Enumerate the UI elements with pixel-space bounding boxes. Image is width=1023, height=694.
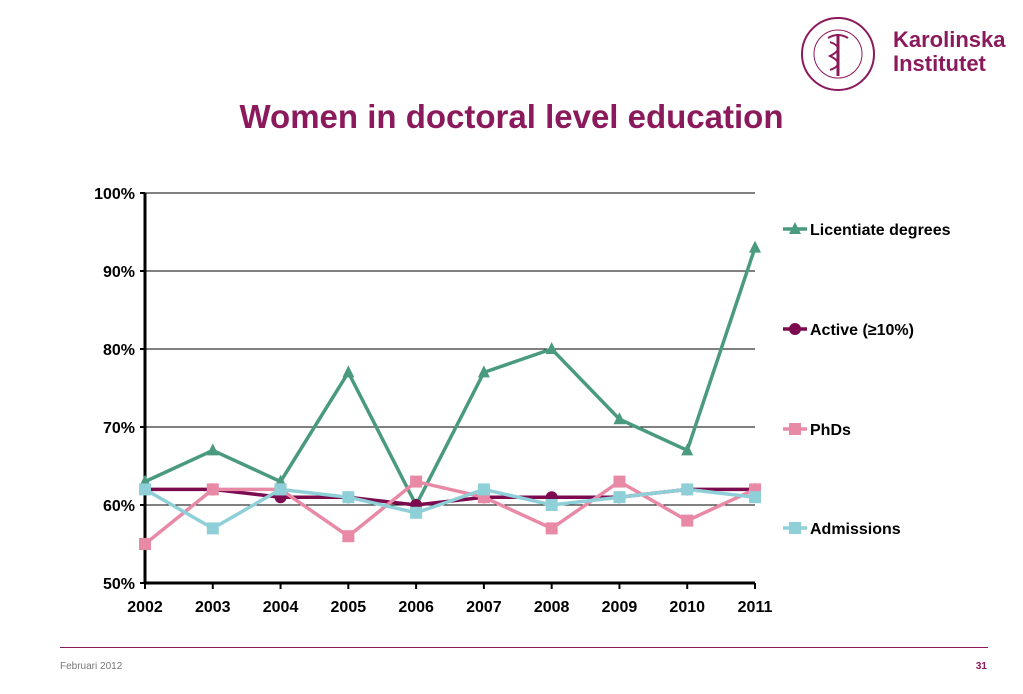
logo-wordmark: Karolinska Institutet <box>893 28 1006 76</box>
data-point <box>545 522 558 535</box>
data-point <box>681 514 694 527</box>
data-point <box>274 483 287 496</box>
legend-label: Active (≥10%) <box>810 322 914 339</box>
x-tick-label: 2009 <box>602 599 638 616</box>
x-tick-label: 2006 <box>398 599 434 616</box>
karolinska-seal-logo <box>801 17 875 91</box>
y-tick-label: 60% <box>103 498 135 515</box>
logo-line-1: Karolinska <box>893 27 1006 52</box>
data-point <box>545 499 558 511</box>
y-tick-label: 100% <box>94 186 135 203</box>
data-point <box>206 522 219 535</box>
data-point <box>477 483 490 496</box>
legend-marker <box>789 522 801 534</box>
x-tick-label: 2005 <box>331 599 367 616</box>
y-tick-label: 80% <box>103 342 135 359</box>
logo-line-2: Institutet <box>893 51 986 76</box>
y-tick-label: 70% <box>103 420 135 437</box>
data-point <box>613 491 626 504</box>
slide-title: Women in doctoral level education <box>239 98 784 135</box>
data-point <box>613 412 626 425</box>
footer-date: Februari 2012 <box>60 661 123 672</box>
x-tick-label: 2007 <box>466 599 502 616</box>
x-tick-label: 2003 <box>195 599 231 616</box>
data-point <box>749 491 761 504</box>
data-point <box>410 475 423 488</box>
legend-marker <box>789 423 801 435</box>
legend-marker <box>789 323 801 335</box>
data-point <box>342 530 355 543</box>
data-point <box>206 443 219 456</box>
footer-divider <box>60 647 988 648</box>
data-point <box>342 491 355 504</box>
page-number: 31 <box>975 661 987 672</box>
series-line <box>144 487 756 531</box>
x-tick-label: 2008 <box>534 599 570 616</box>
series-line <box>144 247 757 509</box>
x-tick-label: 2010 <box>669 599 705 616</box>
data-point <box>206 483 219 496</box>
y-tick-label: 50% <box>103 576 135 593</box>
data-point <box>410 506 423 519</box>
data-point <box>681 483 694 496</box>
data-point <box>342 365 355 378</box>
x-tick-label: 2002 <box>127 599 163 616</box>
data-point <box>139 538 151 550</box>
legend-marker <box>789 222 801 234</box>
x-tick-label: 2011 <box>738 599 773 616</box>
data-point <box>477 365 490 378</box>
legend-label: PhDs <box>810 422 851 439</box>
legend-label: Admissions <box>810 521 901 538</box>
x-tick-label: 2004 <box>263 599 299 616</box>
series-line <box>143 479 756 546</box>
data-point <box>681 443 694 456</box>
data-point <box>139 483 151 496</box>
y-tick-label: 90% <box>103 264 135 281</box>
data-point <box>613 475 626 488</box>
data-point <box>545 342 558 354</box>
data-point <box>749 240 761 253</box>
legend-label: Licentiate degrees <box>810 222 951 239</box>
